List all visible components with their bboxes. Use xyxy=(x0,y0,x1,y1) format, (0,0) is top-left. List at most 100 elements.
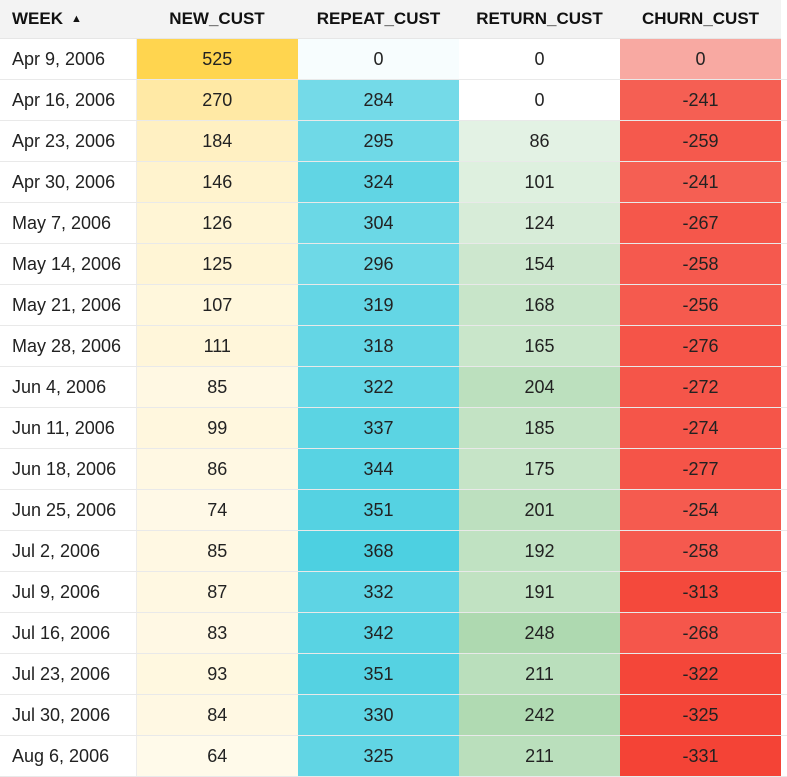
row-edge xyxy=(781,161,787,203)
cell-week: Jun 11, 2006 xyxy=(0,407,137,449)
cell-new-cust: 125 xyxy=(136,243,298,285)
row-edge xyxy=(781,366,787,408)
cell-week: Jul 23, 2006 xyxy=(0,653,137,695)
row-edge xyxy=(781,79,787,121)
table-row: Jun 4, 2006 85 322 204 -272 xyxy=(0,366,787,408)
cell-repeat-cust: 344 xyxy=(298,448,459,490)
row-edge xyxy=(781,407,787,449)
table-row: Jul 2, 2006 85 368 192 -258 xyxy=(0,530,787,572)
cell-return-cust: 101 xyxy=(459,161,620,203)
cell-week: May 14, 2006 xyxy=(0,243,137,285)
table-row: Jul 9, 2006 87 332 191 -313 xyxy=(0,571,787,613)
cell-churn-cust: -241 xyxy=(620,79,781,121)
cell-repeat-cust: 0 xyxy=(298,38,459,80)
cell-return-cust: 124 xyxy=(459,202,620,244)
cell-week: Apr 16, 2006 xyxy=(0,79,137,121)
cell-week: Jun 18, 2006 xyxy=(0,448,137,490)
column-header-churn-cust[interactable]: CHURN_CUST xyxy=(620,0,781,39)
cell-repeat-cust: 304 xyxy=(298,202,459,244)
cell-new-cust: 85 xyxy=(136,366,298,408)
cell-churn-cust: -267 xyxy=(620,202,781,244)
row-edge xyxy=(781,530,787,572)
cell-week: May 7, 2006 xyxy=(0,202,137,244)
cell-repeat-cust: 351 xyxy=(298,489,459,531)
row-edge xyxy=(781,243,787,285)
cell-return-cust: 192 xyxy=(459,530,620,572)
cell-repeat-cust: 351 xyxy=(298,653,459,695)
cell-week: Jun 25, 2006 xyxy=(0,489,137,531)
cell-return-cust: 242 xyxy=(459,694,620,736)
cell-week: Jul 16, 2006 xyxy=(0,612,137,654)
cell-new-cust: 86 xyxy=(136,448,298,490)
cell-return-cust: 204 xyxy=(459,366,620,408)
table-row: Jul 23, 2006 93 351 211 -322 xyxy=(0,653,787,695)
cell-return-cust: 185 xyxy=(459,407,620,449)
cell-new-cust: 83 xyxy=(136,612,298,654)
row-edge xyxy=(781,202,787,244)
table-row: Jun 25, 2006 74 351 201 -254 xyxy=(0,489,787,531)
cell-return-cust: 86 xyxy=(459,120,620,162)
header-edge xyxy=(781,0,787,39)
cell-new-cust: 99 xyxy=(136,407,298,449)
row-edge xyxy=(781,653,787,695)
row-edge xyxy=(781,284,787,326)
table-row: Apr 16, 2006 270 284 0 -241 xyxy=(0,79,787,121)
column-header-week-label: WEEK xyxy=(12,9,63,28)
cell-churn-cust: -268 xyxy=(620,612,781,654)
column-header-week[interactable]: WEEK ▲ xyxy=(0,0,136,39)
cell-new-cust: 184 xyxy=(136,120,298,162)
table-row: Jun 18, 2006 86 344 175 -277 xyxy=(0,448,787,490)
cell-return-cust: 191 xyxy=(459,571,620,613)
cell-new-cust: 146 xyxy=(136,161,298,203)
table-row: May 7, 2006 126 304 124 -267 xyxy=(0,202,787,244)
table-row: Jun 11, 2006 99 337 185 -274 xyxy=(0,407,787,449)
row-edge xyxy=(781,735,787,777)
table-row: Jul 16, 2006 83 342 248 -268 xyxy=(0,612,787,654)
row-edge xyxy=(781,612,787,654)
cell-churn-cust: -325 xyxy=(620,694,781,736)
cell-week: Apr 30, 2006 xyxy=(0,161,137,203)
cell-churn-cust: -258 xyxy=(620,530,781,572)
cell-new-cust: 270 xyxy=(136,79,298,121)
cell-repeat-cust: 368 xyxy=(298,530,459,572)
column-header-return-cust[interactable]: RETURN_CUST xyxy=(459,0,620,39)
row-edge xyxy=(781,489,787,531)
cell-churn-cust: -241 xyxy=(620,161,781,203)
table-header: WEEK ▲ NEW_CUST REPEAT_CUST RETURN_CUST C… xyxy=(0,0,787,39)
cell-return-cust: 201 xyxy=(459,489,620,531)
cell-repeat-cust: 296 xyxy=(298,243,459,285)
cell-week: Apr 9, 2006 xyxy=(0,38,137,80)
cell-return-cust: 211 xyxy=(459,653,620,695)
cell-churn-cust: -277 xyxy=(620,448,781,490)
table-row: May 28, 2006 111 318 165 -276 xyxy=(0,325,787,367)
cell-churn-cust: -258 xyxy=(620,243,781,285)
cell-repeat-cust: 295 xyxy=(298,120,459,162)
cell-week: May 21, 2006 xyxy=(0,284,137,326)
cell-new-cust: 107 xyxy=(136,284,298,326)
header-row: WEEK ▲ NEW_CUST REPEAT_CUST RETURN_CUST C… xyxy=(0,0,787,39)
cell-new-cust: 111 xyxy=(136,325,298,367)
column-header-repeat-cust[interactable]: REPEAT_CUST xyxy=(298,0,459,39)
cell-new-cust: 87 xyxy=(136,571,298,613)
cell-return-cust: 165 xyxy=(459,325,620,367)
column-header-new-cust[interactable]: NEW_CUST xyxy=(136,0,298,39)
row-edge xyxy=(781,694,787,736)
cell-repeat-cust: 324 xyxy=(298,161,459,203)
row-edge xyxy=(781,448,787,490)
cell-new-cust: 74 xyxy=(136,489,298,531)
cell-week: Jul 9, 2006 xyxy=(0,571,137,613)
table-row: Aug 6, 2006 64 325 211 -331 xyxy=(0,735,787,777)
table-row: Apr 30, 2006 146 324 101 -241 xyxy=(0,161,787,203)
cell-churn-cust: -272 xyxy=(620,366,781,408)
table-row: Apr 9, 2006 525 0 0 0 xyxy=(0,38,787,80)
cell-week: May 28, 2006 xyxy=(0,325,137,367)
cell-week: Apr 23, 2006 xyxy=(0,120,137,162)
row-edge xyxy=(781,38,787,80)
table-row: Apr 23, 2006 184 295 86 -259 xyxy=(0,120,787,162)
cell-repeat-cust: 325 xyxy=(298,735,459,777)
table-row: Jul 30, 2006 84 330 242 -325 xyxy=(0,694,787,736)
cell-churn-cust: -331 xyxy=(620,735,781,777)
cell-repeat-cust: 337 xyxy=(298,407,459,449)
cell-new-cust: 525 xyxy=(136,38,298,80)
